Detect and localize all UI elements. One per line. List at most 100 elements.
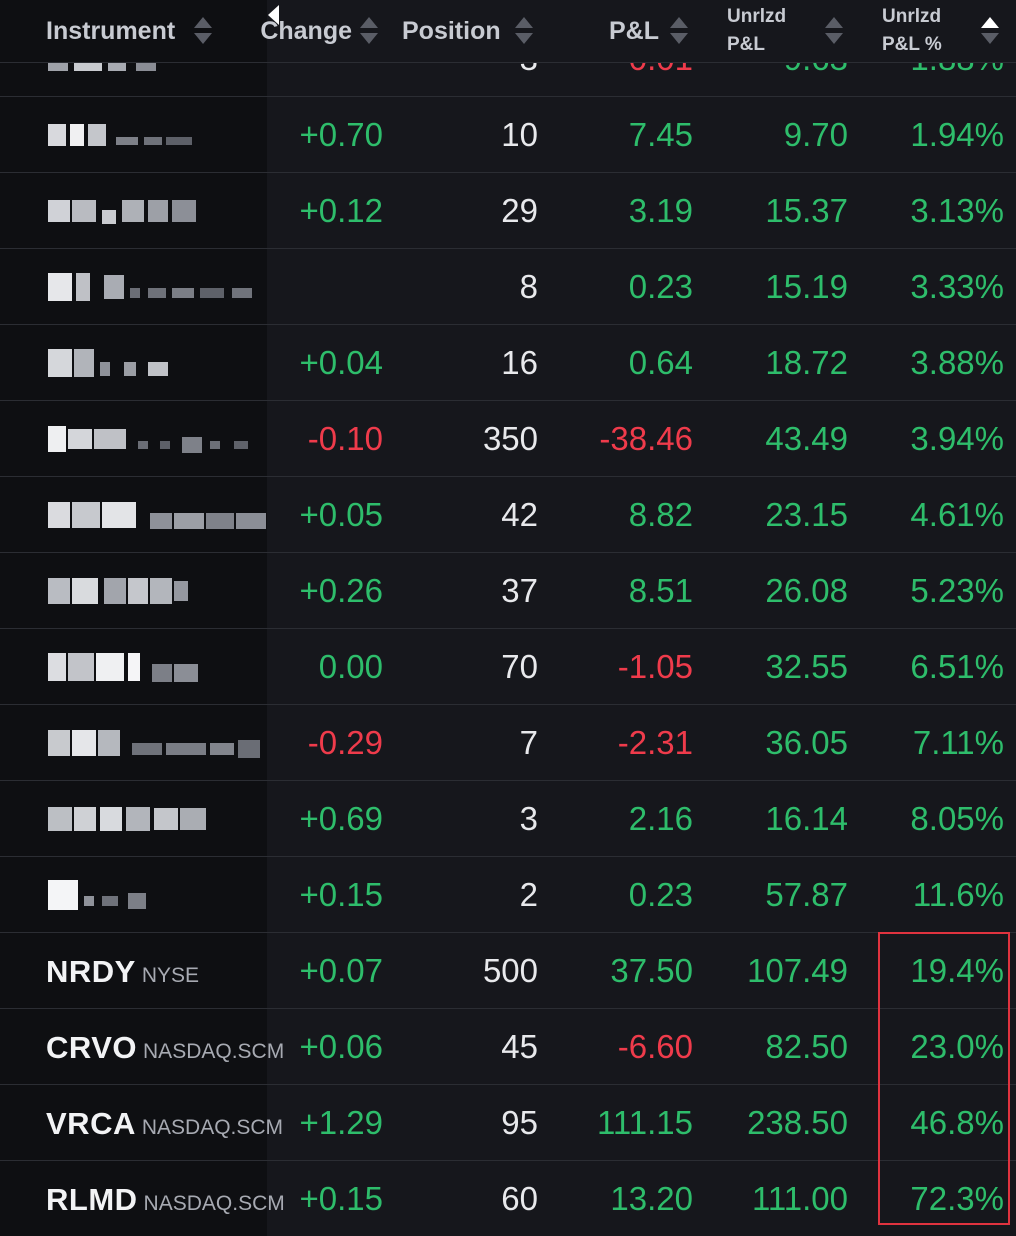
header-unrlzd-pnl[interactable]: Unrlzd P&L <box>727 0 786 62</box>
table-row[interactable]: RLMD NASDAQ.SCM +0.15 60 13.20 111.00 72.3% <box>0 1161 1016 1236</box>
unrlzd-pnl-pct-cell: 11.6% <box>912 876 1004 913</box>
obscured-instrument-icon <box>48 857 266 933</box>
header-position[interactable]: Position <box>402 0 501 62</box>
sort-ascending-icon <box>981 17 999 28</box>
unrlzd-pnl-pct-cell: 23.0% <box>910 1028 1004 1065</box>
header-unrlzd-pnl-pct[interactable]: Unrlzd P&L % <box>882 0 942 62</box>
row-divider <box>0 96 1016 97</box>
row-divider <box>0 856 1016 857</box>
sort-down-icon <box>360 33 378 44</box>
header-instrument[interactable]: Instrument <box>46 0 175 62</box>
pnl-cell: 2.16 <box>628 800 693 837</box>
table-row[interactable]: +0.69 3 2.16 16.14 8.05% <box>0 781 1016 857</box>
sort-down-icon <box>194 33 212 44</box>
obscured-instrument-icon <box>48 97 266 173</box>
row-divider <box>0 780 1016 781</box>
table-row[interactable]: +0.70 10 7.45 9.70 1.94% <box>0 97 1016 173</box>
instrument-exchange: NASDAQ.SCM <box>143 1192 285 1215</box>
obscured-instrument-icon <box>48 325 266 401</box>
change-cell: +0.05 <box>299 496 384 533</box>
table-row[interactable]: +0.12 29 3.19 15.37 3.13% <box>0 173 1016 249</box>
table-header: Instrument Change Position P&L <box>0 0 1016 63</box>
table-row[interactable]: +0.05 42 8.82 23.15 4.61% <box>0 477 1016 553</box>
unrlzd-pnl-pct-cell: 1.94% <box>910 116 1004 153</box>
instrument-symbol: RLMD <box>46 1182 138 1217</box>
unrlzd-pnl-cell: 36.05 <box>765 724 848 761</box>
header-unrlzd-pct-line2: P&L % <box>882 34 942 55</box>
header-unrlzd-pct-line1: Unrlzd <box>882 6 942 27</box>
unrlzd-pnl-cell: 15.37 <box>765 192 848 229</box>
unrlzd-pnl-cell: 111.00 <box>751 1180 848 1217</box>
pnl-cell: 0.64 <box>628 344 693 381</box>
row-divider <box>0 324 1016 325</box>
pnl-cell: 0.23 <box>628 268 693 305</box>
column-resize-handle-icon[interactable] <box>268 5 279 25</box>
header-pnl-label: P&L <box>609 16 659 45</box>
sort-icon-unrlzd-pnl[interactable] <box>825 16 843 46</box>
change-cell: 0.00 <box>318 648 383 685</box>
sort-down-icon <box>981 33 999 44</box>
table-row[interactable]: CRVO NASDAQ.SCM +0.06 45 -6.60 82.50 23.0% <box>0 1009 1016 1085</box>
sort-down-icon <box>515 33 533 44</box>
position-cell: 60 <box>501 1180 538 1217</box>
position-cell: 2 <box>519 876 538 913</box>
change-cell: +1.29 <box>299 1104 384 1141</box>
position-cell: 3 <box>519 40 538 77</box>
unrlzd-pnl-cell: 107.49 <box>747 952 848 989</box>
position-cell: 350 <box>482 420 538 457</box>
sort-up-icon <box>825 17 843 28</box>
instrument-exchange: NASDAQ.SCM <box>143 1040 285 1063</box>
row-divider <box>0 400 1016 401</box>
pnl-cell: 8.51 <box>628 572 693 609</box>
position-cell: 45 <box>501 1028 538 1065</box>
position-cell: 70 <box>501 648 538 685</box>
table-row[interactable]: -0.29 7 -2.31 36.05 7.11% <box>0 705 1016 781</box>
table-row[interactable]: VRCA NASDAQ.SCM +1.29 95 111.15 238.50 46.8% <box>0 1085 1016 1161</box>
pnl-cell: -6.60 <box>617 1028 693 1065</box>
unrlzd-pnl-pct-cell: 8.05% <box>910 800 1004 837</box>
instrument-symbol: NRDY <box>46 954 136 989</box>
unrlzd-pnl-pct-cell: 5.23% <box>910 572 1004 609</box>
row-divider <box>0 932 1016 933</box>
instrument-cell[interactable]: VRCA NASDAQ.SCM <box>46 1085 283 1161</box>
obscured-instrument-icon <box>48 705 266 781</box>
pnl-cell: 13.20 <box>610 1180 693 1217</box>
unrlzd-pnl-pct-cell: 1.88% <box>910 40 1004 77</box>
table-row[interactable]: +0.15 2 0.23 57.87 11.6% <box>0 857 1016 933</box>
table-row-partial[interactable]: 3 -0.01 9.63 1.88% <box>0 40 1016 97</box>
instrument-cell[interactable]: RLMD NASDAQ.SCM <box>46 1161 285 1236</box>
table-row[interactable]: +0.04 16 0.64 18.72 3.88% <box>0 325 1016 401</box>
table-row[interactable]: NRDY NYSE +0.07 500 37.50 107.49 19.4% <box>0 933 1016 1009</box>
pnl-cell: 111.15 <box>596 1104 693 1141</box>
unrlzd-pnl-cell: 26.08 <box>765 572 848 609</box>
instrument-cell[interactable]: CRVO NASDAQ.SCM <box>46 1009 284 1085</box>
unrlzd-pnl-pct-cell: 3.33% <box>910 268 1004 305</box>
unrlzd-pnl-cell: 82.50 <box>765 1028 848 1065</box>
obscured-instrument-icon <box>48 63 158 97</box>
pnl-cell: -1.05 <box>617 648 693 685</box>
header-pnl[interactable]: P&L <box>609 0 659 62</box>
table-row[interactable]: 8 0.23 15.19 3.33% <box>0 249 1016 325</box>
sort-icon-position[interactable] <box>515 16 533 46</box>
obscured-instrument-icon <box>48 781 266 857</box>
highlight-annotation-box <box>878 932 1010 1225</box>
pnl-cell: -2.31 <box>617 724 693 761</box>
sort-icon-change[interactable] <box>360 16 378 46</box>
sort-icon-instrument[interactable] <box>194 16 212 46</box>
header-position-label: Position <box>402 16 501 45</box>
sort-up-icon <box>360 17 378 28</box>
change-cell: +0.06 <box>299 1028 384 1065</box>
row-divider <box>0 172 1016 173</box>
sort-icon-unrlzd-pnl-pct[interactable] <box>981 16 999 46</box>
change-cell: +0.04 <box>299 344 384 381</box>
pnl-cell: 0.23 <box>628 876 693 913</box>
table-row[interactable]: -0.10 350 -38.46 43.49 3.94% <box>0 401 1016 477</box>
change-cell: +0.70 <box>299 116 384 153</box>
table-row[interactable]: 0.00 70 -1.05 32.55 6.51% <box>0 629 1016 705</box>
table-row[interactable]: +0.26 37 8.51 26.08 5.23% <box>0 553 1016 629</box>
row-divider <box>0 704 1016 705</box>
pnl-cell: -38.46 <box>599 420 693 457</box>
sort-icon-pnl[interactable] <box>670 16 688 46</box>
instrument-cell[interactable]: NRDY NYSE <box>46 933 199 1009</box>
